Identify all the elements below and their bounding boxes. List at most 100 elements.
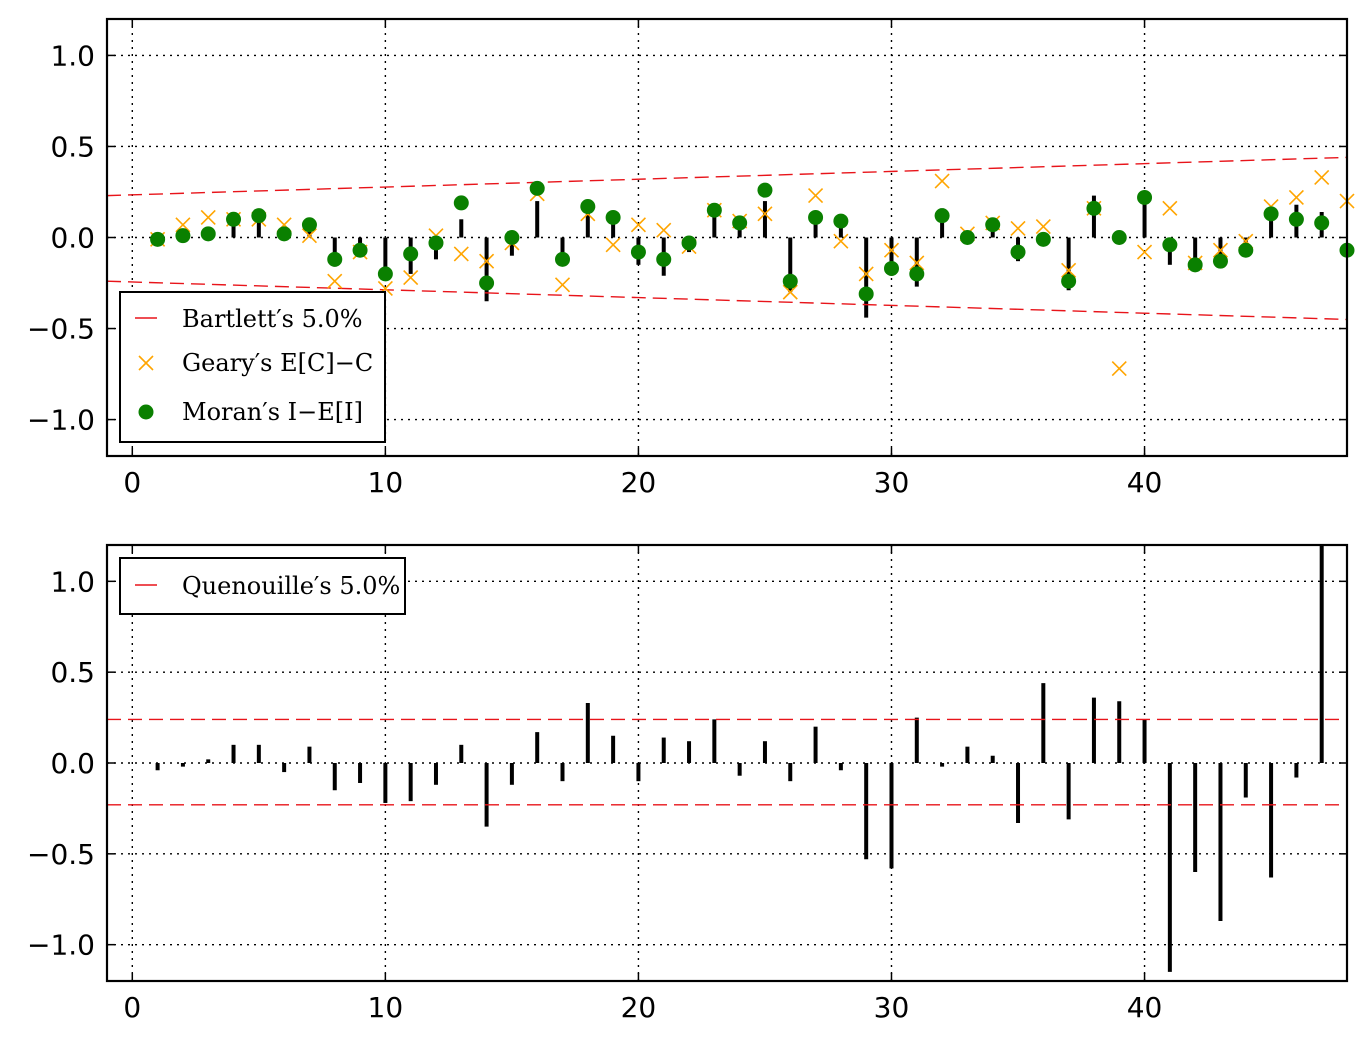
geary-point [1035,219,1051,235]
geary-point [782,284,798,300]
geary-marker-stroke [1288,189,1304,206]
moran-point [555,251,571,267]
y-tick-label: 1.0 [50,39,95,72]
geary-marker-stroke [301,228,318,244]
moran-point [453,195,469,211]
moran-point [428,235,444,251]
geary-point [934,173,950,189]
x-tick-label: 30 [874,466,910,499]
moran-point [858,286,874,302]
moran-point [1086,200,1102,216]
x-tick-label: 40 [1127,991,1163,1024]
moran-point [403,246,419,262]
moran-point [352,242,368,258]
geary-marker-stroke [656,222,672,238]
geary-marker-stroke [1111,361,1127,377]
geary-point [808,188,824,204]
geary-marker-stroke [1162,200,1178,216]
moran-point [504,230,520,245]
geary-marker-stroke [554,277,571,293]
geary-marker-stroke [479,253,495,269]
moran-point [1288,211,1304,227]
bartlett-lower-line [106,280,1348,321]
geary-marker-stroke [327,273,343,289]
x-tick-label: 30 [874,991,910,1024]
plot-frame [105,543,1349,983]
moran-point [959,230,975,245]
y-tick-label: −0.5 [27,838,95,871]
moran-legend-marker [138,404,154,420]
geary-marker-stroke [1035,219,1051,235]
moran-point [301,217,317,233]
bottom-panel-quenouille: 1.0 0.5 0.0 −0.5 −1.0 0 10 20 30 40 Quenouille′s 5… [27,543,1349,1024]
moran-point [605,209,621,225]
geary-point [1162,200,1178,216]
moran-point [1162,237,1178,253]
y-tick-label: 0.0 [50,222,95,255]
moran-point [934,208,950,224]
y-tick-label: 0.5 [50,656,95,689]
geary-point [1212,242,1229,258]
moran-point [175,228,191,244]
moran-point [1035,231,1051,247]
top-panel-moran-geary: 1.0 0.5 0.0 −0.5 −1.0 0 10 20 30 40 Bartlett′s 5.0… [27,17,1355,499]
moran-point [630,244,646,260]
geary-legend-marker [138,355,154,371]
geary-marker-stroke [833,233,849,249]
moran-point [251,208,267,224]
geary-point [327,273,343,289]
geary-marker-stroke [1010,220,1026,236]
geary-marker-stroke [630,217,646,233]
geary-marker-stroke [808,188,824,204]
x-tick-label: 0 [123,991,141,1024]
geary-marker-stroke [1212,242,1229,258]
moran-point [200,226,216,242]
moran-point [656,251,672,267]
geary-marker-stroke [403,269,419,286]
geary-marker-stroke [883,242,900,258]
y-tick-label: −0.5 [27,313,95,346]
geary-point [1288,189,1304,206]
moran-point [327,251,343,267]
geary-point [554,277,571,293]
geary-point [656,222,672,238]
geary-point [1111,361,1127,377]
geary-marker-stroke [858,266,874,282]
moran-point [782,273,798,289]
geary-marker-stroke [782,284,798,300]
geary-point [757,206,773,222]
moran-point [681,235,697,251]
moran-point [1212,253,1228,269]
moran-point [883,260,899,276]
moran-point [377,266,393,282]
y-tick-label: 0.5 [50,130,95,163]
geary-point [1010,220,1026,236]
moran-point [1187,257,1203,273]
plot-frame [105,17,1349,458]
y-tick-label: 1.0 [50,565,95,598]
legend: Bartlett′s 5.0% Geary′s E[C]−C Moran′s I−E… [119,291,386,443]
moran-point [833,213,849,229]
geary-marker-stroke [1136,244,1153,260]
moran-point [1010,244,1026,260]
geary-point [858,266,874,282]
moran-point [1314,215,1330,231]
x-tick-label: 20 [621,991,657,1024]
moran-point [706,202,722,218]
geary-point [909,255,925,271]
bartlett-legend-label: Bartlett′s 5.0% [182,305,363,333]
x-tick-label: 10 [368,991,404,1024]
geary-point [1061,262,1077,278]
geary-point [479,253,495,269]
x-tick-label: 0 [123,466,141,499]
moran-point [909,266,925,282]
x-tick-label: 20 [621,466,657,499]
geary-point [175,217,191,233]
geary-point [883,242,900,258]
moran-point [276,226,292,242]
x-tick-label: 10 [368,466,404,499]
geary-point [453,246,469,262]
moran-point [150,231,166,247]
geary-marker-stroke [757,206,773,222]
